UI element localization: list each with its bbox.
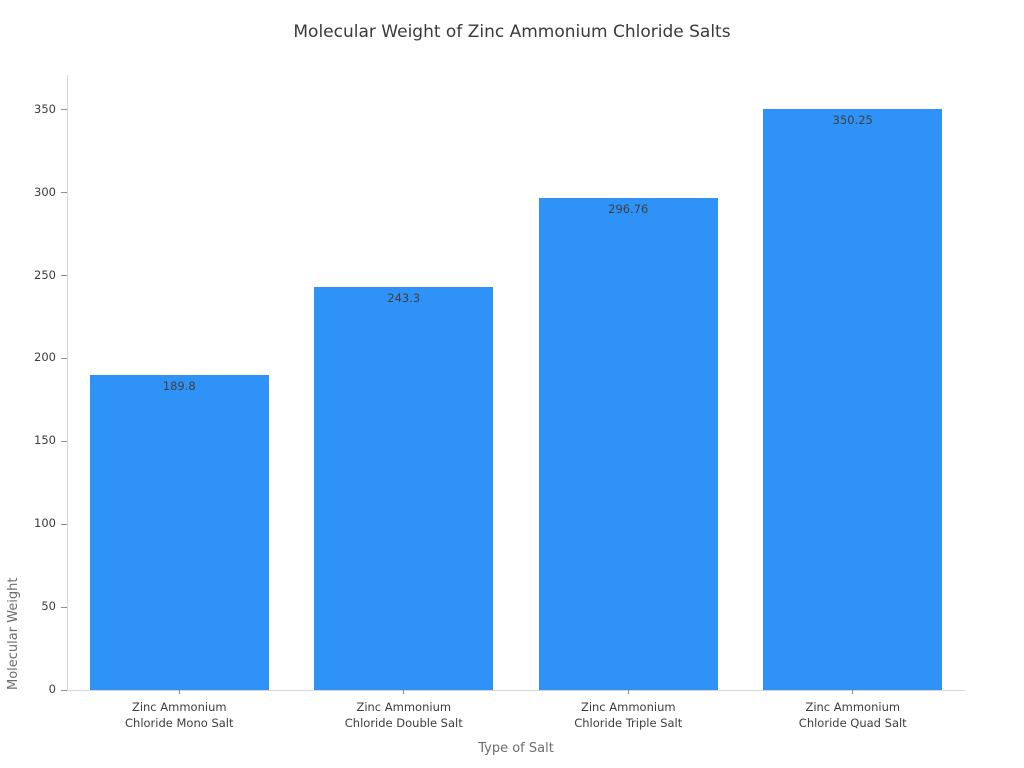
y-tick-label: 50 — [41, 599, 56, 614]
x-tick-label: Zinc Ammonium Chloride Mono Salt — [67, 699, 291, 731]
x-axis-line — [67, 690, 965, 691]
y-axis-title: Molecular Weight — [6, 577, 21, 690]
y-tick-mark — [61, 192, 67, 194]
y-tick-mark — [61, 109, 67, 111]
plot-area: 0 50 100 150 200 250 300 350 189.8 243.3 296.76 35… — [34, 75, 965, 730]
x-tick-label-line: Zinc Ammonium — [580, 700, 676, 714]
bar-value-label: 296.76 — [608, 202, 649, 217]
y-tick-label: 150 — [34, 433, 56, 448]
bar-value-label: 243.3 — [387, 290, 421, 305]
x-tick-label-line: Chloride Mono Salt — [125, 716, 234, 730]
y-tick-mark — [61, 275, 67, 277]
x-tick-mark — [403, 690, 405, 694]
y-tick-mark — [61, 440, 67, 442]
bar-value-label: 350.25 — [832, 113, 873, 128]
x-tick-label-line: Chloride Quad Salt — [798, 716, 907, 730]
bar: 350.25 — [763, 109, 943, 690]
y-tick-label: 0 — [48, 682, 56, 696]
bar-value-label: 189.8 — [162, 379, 196, 394]
x-tick-label: Zinc Ammonium Chloride Triple Salt — [516, 699, 740, 731]
x-tick-label: Zinc Ammonium Chloride Double Salt — [292, 699, 516, 731]
bar: 189.8 — [89, 375, 269, 690]
y-tick-mark — [61, 523, 67, 525]
x-tick-label-line: Zinc Ammonium — [131, 700, 227, 714]
x-tick-label-line: Chloride Triple Salt — [574, 716, 683, 730]
bar: 243.3 — [314, 286, 494, 690]
x-tick-mark — [178, 690, 180, 694]
x-tick-label-line: Zinc Ammonium — [805, 700, 901, 714]
x-tick-label-line: Chloride Double Salt — [344, 716, 463, 730]
bar: 296.76 — [538, 198, 718, 690]
x-tick-mark — [627, 690, 629, 694]
x-tick-label-line: Zinc Ammonium — [356, 700, 452, 714]
y-axis-line — [67, 75, 68, 690]
x-axis-title: Type of Salt — [478, 741, 554, 756]
chart-title: Molecular Weight of Zinc Ammonium Chlori… — [293, 22, 731, 42]
y-tick-label: 200 — [34, 350, 56, 365]
x-tick-label: Zinc Ammonium Chloride Quad Salt — [741, 699, 965, 731]
y-tick-mark — [61, 357, 67, 359]
y-tick-mark — [61, 606, 67, 608]
x-tick-mark — [852, 690, 854, 694]
y-tick-label: 100 — [34, 516, 56, 531]
y-tick-label: 300 — [34, 184, 56, 199]
y-tick-label: 250 — [34, 267, 56, 282]
y-tick-label: 350 — [34, 101, 56, 116]
y-tick-mark — [61, 689, 67, 691]
